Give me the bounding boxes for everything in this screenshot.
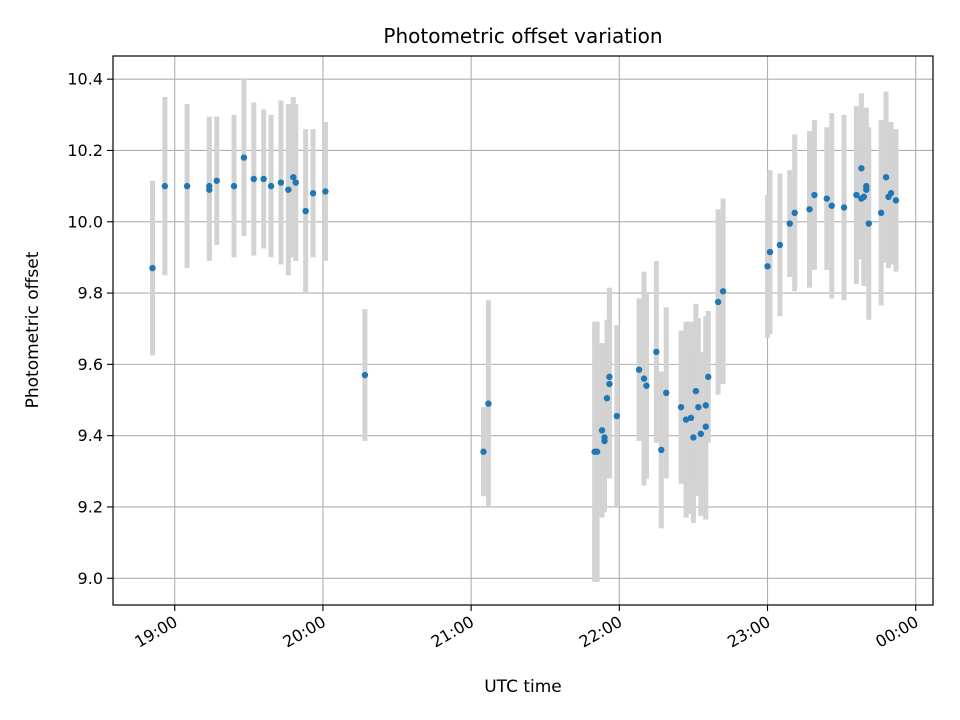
data-points bbox=[149, 154, 900, 455]
data-point bbox=[361, 371, 369, 379]
data-point bbox=[695, 403, 702, 411]
data-point bbox=[811, 191, 818, 199]
data-point bbox=[302, 207, 309, 215]
y-axis: 9.0 9.2 9.4 9.6 9.8 10.0 10.2 10.4 bbox=[67, 70, 113, 588]
data-point bbox=[766, 248, 774, 256]
data-point bbox=[858, 165, 865, 172]
data-point bbox=[606, 380, 613, 388]
y-tick-label: 9.6 bbox=[78, 355, 103, 374]
data-point bbox=[860, 193, 868, 201]
data-point bbox=[613, 412, 621, 420]
data-point bbox=[161, 182, 169, 190]
data-point bbox=[267, 182, 275, 190]
data-point bbox=[309, 190, 317, 197]
data-point bbox=[690, 434, 697, 441]
plot-frame bbox=[112, 55, 934, 606]
data-point bbox=[887, 190, 895, 197]
y-tick-label: 10.4 bbox=[67, 70, 103, 89]
data-point bbox=[240, 154, 248, 161]
data-point bbox=[290, 174, 297, 181]
data-point bbox=[292, 179, 299, 186]
y-axis-title: Photometric offset bbox=[23, 251, 43, 408]
data-point bbox=[840, 204, 848, 211]
data-point bbox=[653, 348, 660, 356]
data-point bbox=[865, 220, 872, 227]
data-point bbox=[853, 191, 860, 199]
data-point bbox=[697, 430, 705, 438]
data-point bbox=[601, 434, 608, 441]
data-point bbox=[230, 182, 238, 190]
data-point bbox=[823, 195, 830, 202]
data-point bbox=[606, 373, 613, 381]
data-point bbox=[863, 186, 870, 193]
data-point bbox=[643, 382, 650, 389]
data-point bbox=[692, 387, 700, 395]
data-point bbox=[149, 264, 156, 272]
data-point bbox=[213, 177, 220, 184]
data-point bbox=[786, 220, 793, 227]
data-point bbox=[322, 188, 329, 195]
y-tick-label: 10.0 bbox=[67, 212, 103, 231]
data-point bbox=[603, 395, 611, 402]
data-point bbox=[285, 186, 292, 193]
data-point bbox=[598, 427, 606, 434]
data-point bbox=[277, 179, 285, 186]
data-point bbox=[776, 241, 784, 249]
y-tick-label: 9.0 bbox=[78, 569, 103, 588]
y-tick-label: 9.8 bbox=[78, 284, 103, 303]
data-point bbox=[663, 389, 670, 397]
data-point bbox=[682, 416, 690, 423]
data-point bbox=[705, 373, 712, 381]
data-point bbox=[250, 175, 257, 183]
data-point bbox=[485, 400, 492, 407]
data-point bbox=[593, 448, 601, 455]
data-point bbox=[677, 403, 685, 411]
data-point bbox=[480, 448, 487, 455]
data-point bbox=[635, 366, 643, 373]
data-point bbox=[764, 263, 771, 270]
x-axis-title: UTC time bbox=[484, 677, 562, 697]
data-point bbox=[828, 202, 835, 209]
y-tick-label: 9.2 bbox=[78, 497, 103, 516]
data-point bbox=[206, 182, 213, 190]
data-point bbox=[687, 414, 695, 422]
y-tick-label: 10.2 bbox=[67, 141, 103, 160]
data-point bbox=[658, 446, 665, 454]
y-tick-label: 9.4 bbox=[78, 426, 103, 445]
data-point bbox=[702, 423, 709, 430]
data-point bbox=[791, 209, 798, 217]
data-point bbox=[183, 182, 191, 190]
data-point bbox=[892, 197, 900, 204]
chart-title: Photometric offset variation bbox=[383, 24, 662, 48]
data-point bbox=[719, 288, 727, 295]
data-point bbox=[260, 175, 267, 183]
data-point bbox=[640, 375, 648, 382]
data-point bbox=[702, 402, 709, 409]
data-point bbox=[806, 206, 813, 213]
data-point bbox=[882, 174, 890, 181]
data-point bbox=[714, 298, 722, 306]
data-point bbox=[877, 209, 885, 217]
